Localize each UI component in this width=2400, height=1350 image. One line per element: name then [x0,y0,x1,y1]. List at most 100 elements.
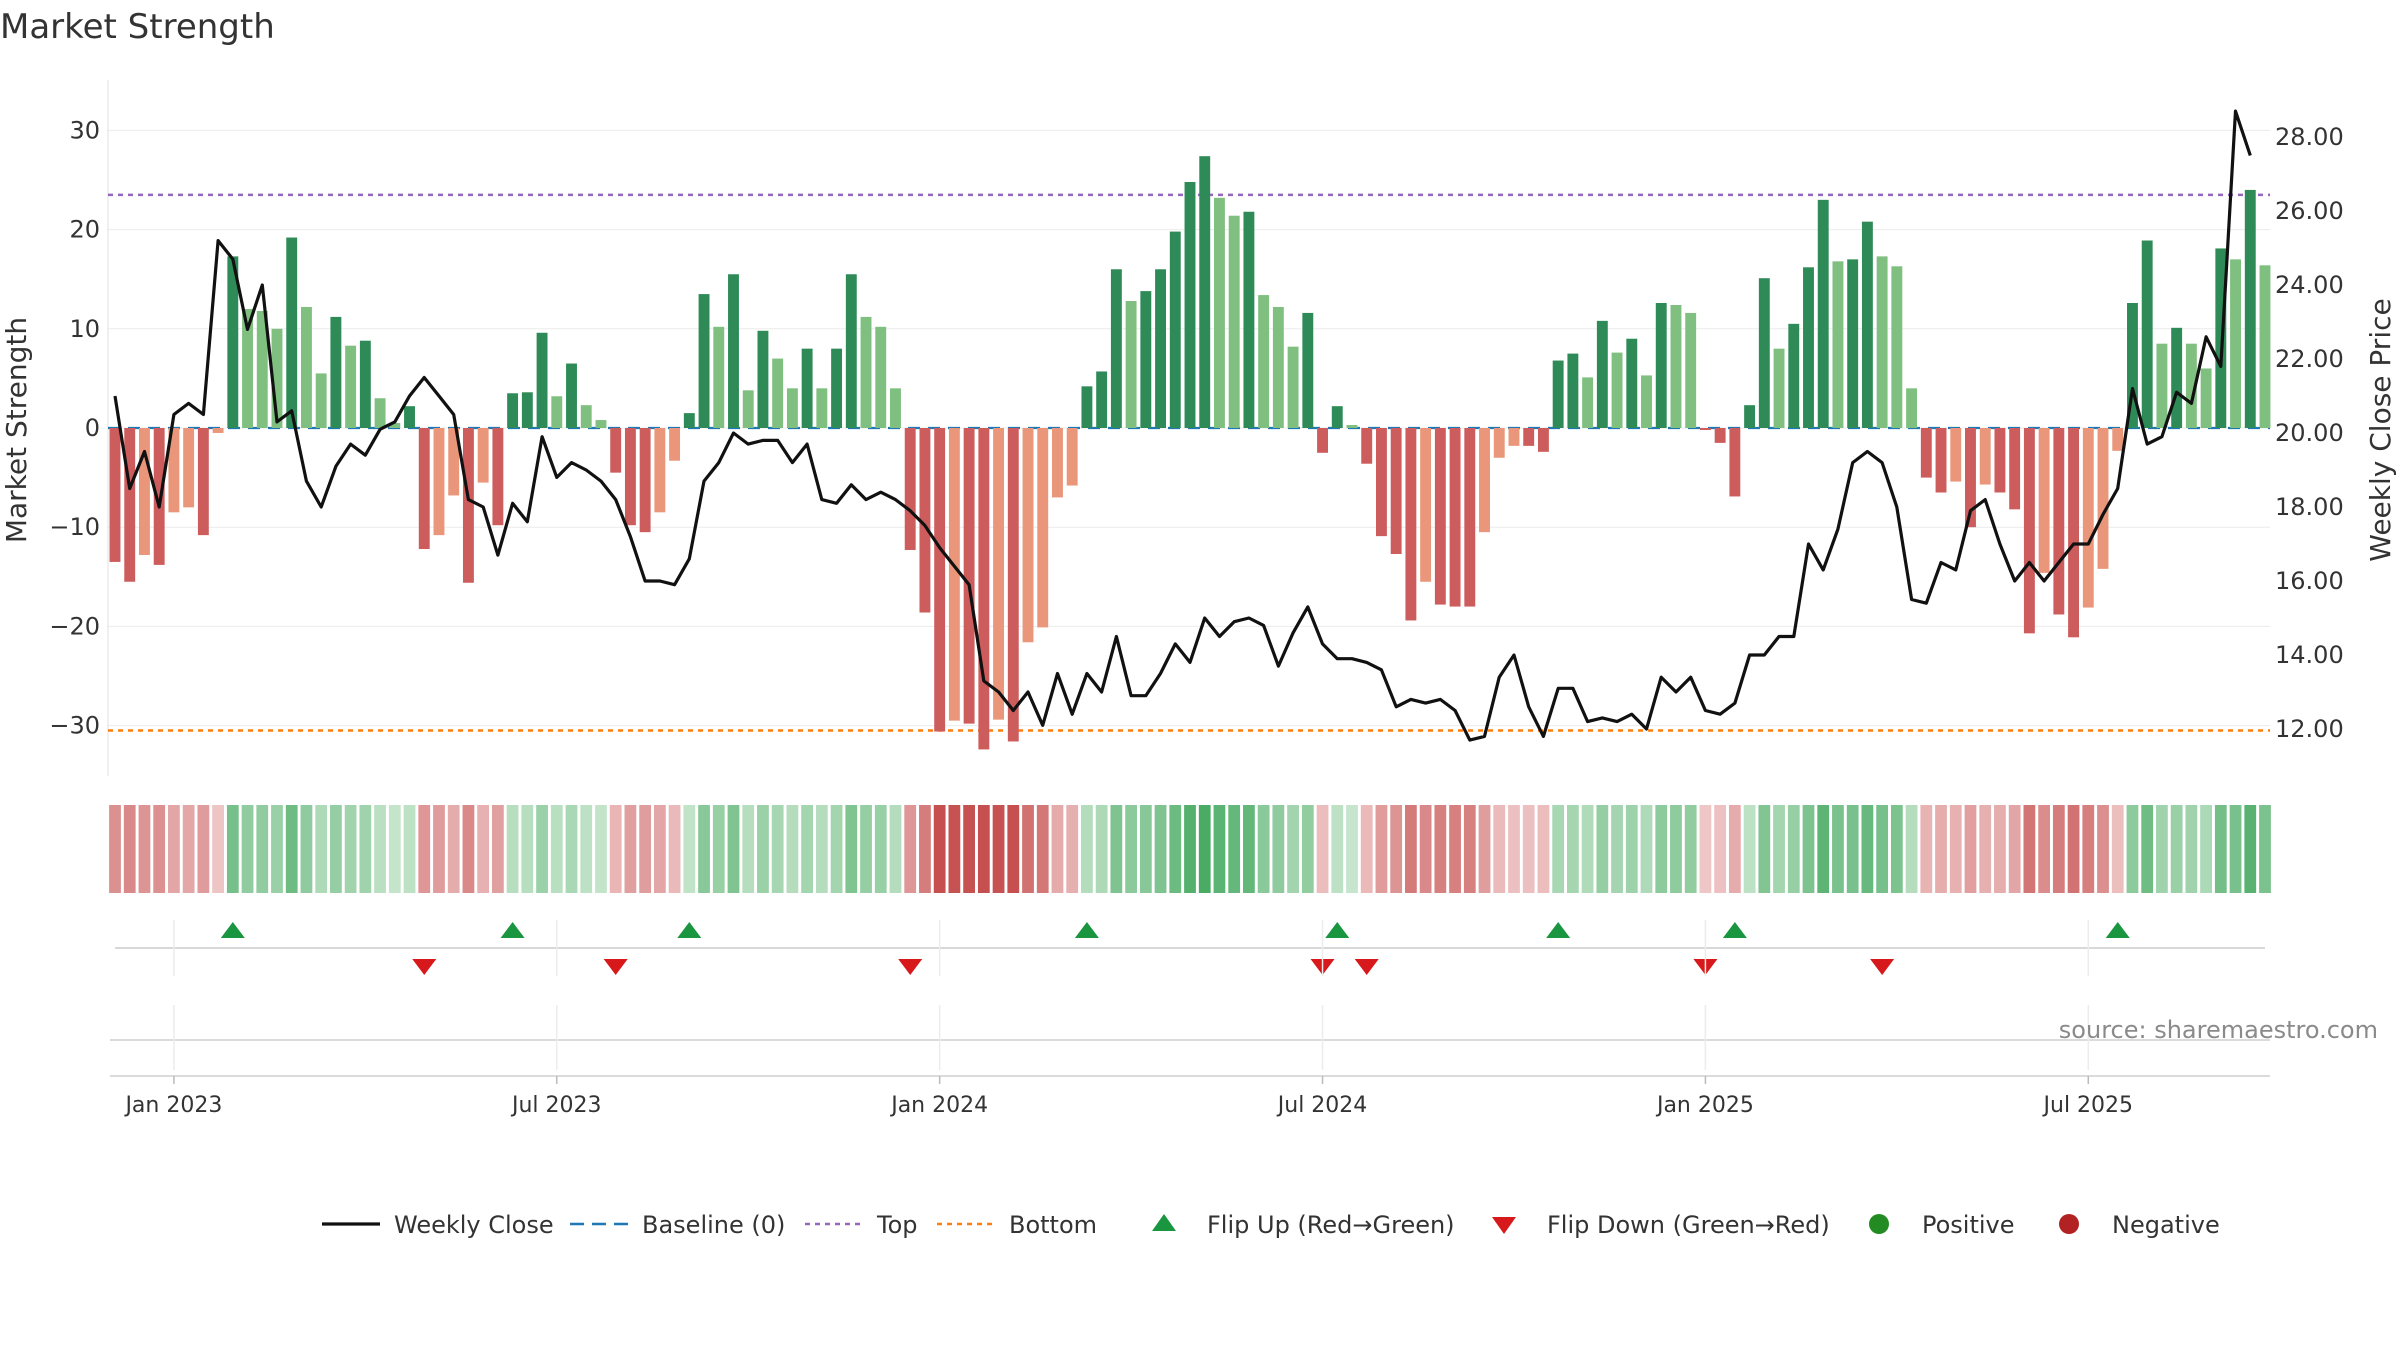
heat-cell [609,805,622,893]
strength-bar [1331,406,1343,428]
strength-bar [2244,189,2256,428]
strength-bar [2053,428,2065,615]
legend: Weekly Close Baseline (0) Top Bottom Flip Up… [322,1211,2220,1239]
left-axis: 30 20 10 0 −10 −20 −30 [49,116,100,739]
heat-cell [330,805,342,893]
strength-bar [1390,428,1402,554]
heat-cell [992,805,1005,893]
strength-bar [1302,312,1314,428]
strength-bar [963,428,975,724]
strength-bar [242,308,253,428]
strength-bar [1125,301,1137,428]
heat-cell [1184,805,1196,893]
heat-cell [241,805,254,893]
heat-cell [1581,805,1594,893]
strength-bar [948,428,960,721]
heat-cell [2008,805,2021,893]
strength-bar [1110,269,1122,428]
heat-cell [595,805,607,893]
heat-cell [1346,805,1358,893]
heat-cell [1846,805,1859,893]
heat-cell [2244,805,2257,893]
strength-bar [300,306,312,428]
heat-cell [1625,805,1638,893]
heat-cell [1949,805,1962,893]
heat-cell [2259,805,2271,893]
heat-cell [2038,805,2050,893]
strength-bar [1788,323,1800,428]
heat-cell [757,805,769,893]
heat-cell [933,805,946,893]
strength-bar [1729,428,1741,497]
heat-cell [1861,805,1874,893]
heat-cell [1670,805,1682,893]
heat-cell [1890,805,1903,893]
chart-title: Market Strength [0,7,275,47]
heat-cell [1758,805,1771,893]
strength-bar [1773,348,1785,428]
strength-bar [1434,428,1446,605]
strength-bar [1552,360,1564,428]
strength-bar [566,363,577,428]
heat-cell [212,805,224,893]
strength-bar [845,274,857,428]
left-tick-label: 20 [69,216,100,244]
heat-cell [1566,805,1579,893]
heat-cell [712,805,725,893]
strength-bar [1272,306,1284,428]
heat-cell [1051,805,1064,893]
right-tick-label: 24.00 [2275,271,2344,299]
strength-bar [2097,428,2109,569]
heat-cell [771,805,784,893]
strength-bar [1670,304,1682,428]
legend-swatch [1152,1214,1176,1231]
right-tick-label: 20.00 [2275,419,2344,447]
strength-bar [757,330,769,428]
lower-panel [110,1039,2270,1077]
heat-cell [1257,805,1270,893]
heat-cell [153,805,166,893]
strength-bar [1950,428,1962,482]
legend-item-flipdown: Flip Down (Green→Red) [1492,1211,1830,1239]
left-tick-label: −10 [49,513,100,541]
flip-markers-panel [115,922,2265,975]
flip-up-marker [500,922,525,938]
heat-cell [1964,805,1977,893]
heat-cell [815,805,828,893]
heat-cell [1596,805,1609,893]
heat-cell [2229,805,2242,893]
heat-cell [919,805,931,893]
strength-bar [654,428,666,513]
heat-cell [1537,805,1550,893]
strength-bar [433,428,445,536]
heat-cell [1301,805,1314,893]
strength-bar [1611,352,1623,428]
legend-label: Flip Up (Red→Green) [1207,1211,1455,1239]
strength-bar [1007,428,1019,742]
strength-bar [418,428,430,550]
heat-cell [727,805,740,893]
right-tick-label: 14.00 [2275,641,2344,669]
strength-bar [256,310,268,428]
heat-cell [300,805,313,893]
strength-bar [1258,295,1270,428]
strength-bar [1214,197,1225,428]
strength-bar [875,326,887,428]
strength-bar [2200,368,2212,428]
heat-cell [1728,805,1741,893]
heat-cell [2214,805,2227,893]
strength-bar [374,398,386,428]
flip-down-marker [1354,959,1379,975]
heat-cell [477,805,490,893]
heat-cell [447,805,460,893]
strength-bar [610,428,622,473]
strength-bar [786,388,798,428]
strength-bar [1464,428,1476,607]
heat-cell [1419,805,1432,893]
heat-cell [948,805,961,893]
strength-bar [212,428,224,433]
strength-bar [1243,211,1255,428]
strength-bar [124,428,136,582]
strength-bar [1655,303,1667,428]
heat-cell [1066,805,1079,893]
